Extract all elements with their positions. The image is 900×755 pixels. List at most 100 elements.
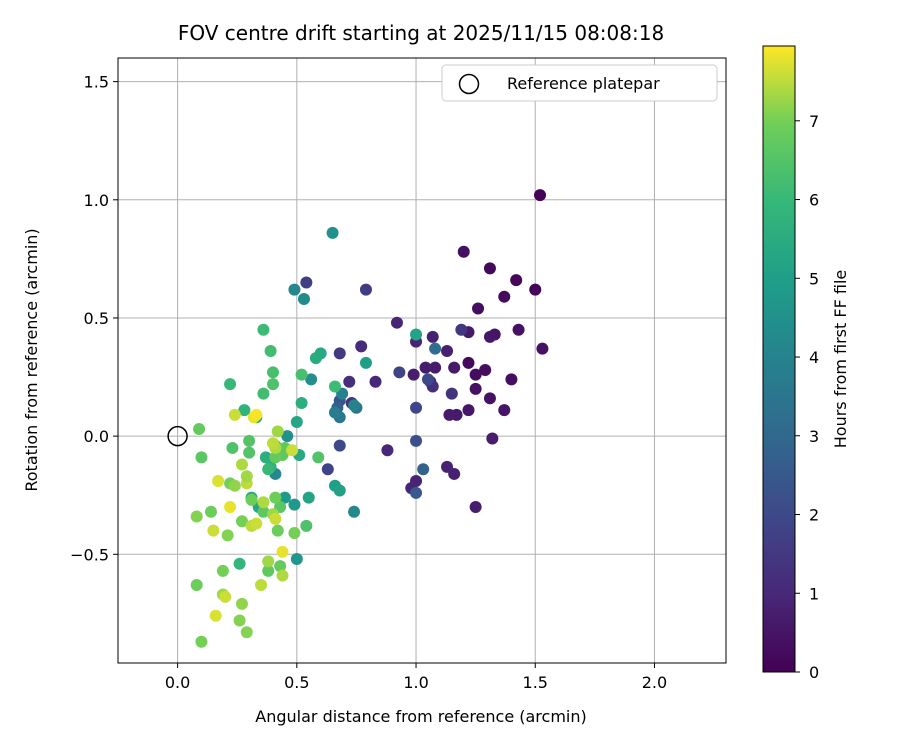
y-axis-ticks: −0.5 0.0 0.5 1.0 1.5: [70, 73, 118, 564]
data-point: [262, 564, 275, 577]
data-point: [290, 415, 303, 428]
data-point: [355, 340, 368, 353]
data-point: [195, 635, 208, 648]
data-point: [276, 545, 289, 558]
plot-frame: [117, 57, 727, 664]
data-point: [483, 262, 496, 275]
data-point: [321, 463, 334, 476]
colorbar-tick-label: 5: [809, 269, 819, 288]
data-point: [462, 356, 475, 369]
y-tick-label: 0.0: [84, 427, 109, 446]
data-point: [240, 470, 253, 483]
data-point: [257, 323, 270, 336]
plot-area: [118, 58, 726, 663]
data-point: [419, 361, 432, 374]
data-point: [498, 290, 511, 303]
data-point: [472, 302, 485, 315]
colorbar-tick-label: 2: [809, 506, 819, 525]
data-point: [266, 366, 279, 379]
data-point: [286, 444, 299, 457]
data-point: [348, 399, 361, 412]
data-point: [195, 451, 208, 464]
legend-entry-reference-platepar: Reference platepar: [507, 74, 660, 93]
data-point: [190, 579, 203, 592]
data-points: [190, 189, 549, 648]
data-point: [381, 444, 394, 457]
data-point: [295, 368, 308, 381]
data-point: [529, 283, 542, 296]
data-point: [255, 579, 268, 592]
data-point: [274, 560, 287, 573]
data-point: [429, 342, 442, 355]
data-point: [240, 626, 253, 639]
legend: Reference platepar: [441, 64, 718, 102]
data-point: [264, 345, 277, 358]
data-point: [483, 330, 496, 343]
data-point: [498, 404, 511, 417]
data-point: [233, 557, 246, 570]
data-point: [510, 274, 523, 287]
data-point: [410, 328, 423, 341]
data-point: [295, 397, 308, 410]
x-tick-label: 2.0: [642, 673, 667, 692]
data-point: [269, 451, 282, 464]
colorbar-tick-label: 3: [809, 427, 819, 446]
data-point: [207, 524, 220, 537]
y-tick-label: 0.5: [84, 309, 109, 328]
data-point: [417, 463, 430, 476]
data-point: [359, 356, 372, 369]
data-point: [288, 527, 301, 540]
data-point: [512, 323, 525, 336]
data-point: [190, 510, 203, 523]
data-point: [269, 512, 282, 525]
y-tick-label: 1.5: [84, 73, 109, 92]
data-point: [243, 434, 256, 447]
reference-platepar-marker: [167, 425, 188, 447]
data-point: [281, 430, 294, 443]
data-point: [216, 564, 229, 577]
data-point: [224, 378, 237, 391]
data-point: [250, 517, 263, 530]
data-point: [328, 406, 341, 419]
data-point: [266, 378, 279, 391]
data-point: [305, 373, 318, 386]
data-point: [257, 387, 270, 400]
data-point: [297, 293, 310, 306]
data-point: [224, 501, 237, 514]
colorbar-tick-label: 7: [809, 112, 819, 131]
data-point: [429, 361, 442, 374]
data-point: [238, 404, 251, 417]
data-point: [314, 347, 327, 360]
colorbar-tick-label: 4: [809, 348, 819, 367]
data-point: [228, 479, 241, 492]
data-point: [257, 505, 270, 518]
colorbar-tick-label: 1: [809, 584, 819, 603]
data-point: [300, 519, 313, 532]
data-point: [278, 491, 291, 504]
data-point: [448, 361, 461, 374]
colorbar-gradient: [762, 45, 796, 673]
colorbar-tick-label: 6: [809, 191, 819, 210]
legend-box: [441, 64, 718, 102]
data-point: [333, 439, 346, 452]
data-point: [505, 373, 518, 386]
colorbar-tick-label: 0: [809, 663, 819, 682]
x-tick-label: 1.5: [523, 673, 548, 692]
data-point: [333, 347, 346, 360]
colorbar-ticks: 0 1 2 3 4 5 6 7: [795, 112, 819, 682]
data-point: [469, 501, 482, 514]
data-point: [245, 493, 258, 506]
data-point: [328, 380, 341, 393]
data-point: [441, 460, 454, 473]
data-point: [479, 363, 492, 376]
data-point: [271, 425, 284, 438]
data-point: [259, 451, 272, 464]
data-point: [204, 505, 217, 518]
x-tick-label: 1.0: [403, 673, 428, 692]
data-point: [219, 590, 232, 603]
data-point: [326, 226, 339, 239]
data-point: [312, 451, 325, 464]
data-point: [221, 529, 234, 542]
data-point: [226, 441, 239, 454]
